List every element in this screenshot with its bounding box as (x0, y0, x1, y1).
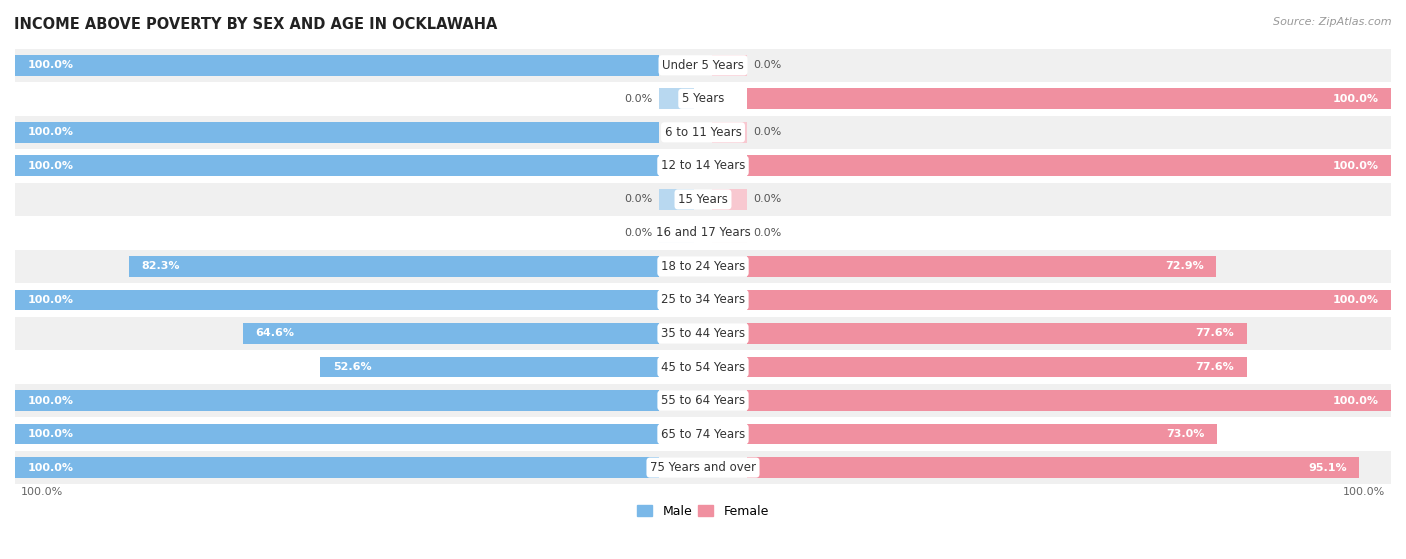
Text: 6 to 11 Years: 6 to 11 Years (665, 126, 741, 139)
Text: 95.1%: 95.1% (1309, 463, 1347, 472)
Bar (15, 283, 1391, 317)
Text: Source: ZipAtlas.com: Source: ZipAtlas.com (1274, 17, 1392, 27)
Text: 100.0%: 100.0% (28, 127, 73, 138)
Text: 25 to 34 Years: 25 to 34 Years (661, 293, 745, 306)
Bar (15, 155, 659, 176)
Bar (747, 88, 1391, 109)
Text: 100.0%: 100.0% (28, 161, 73, 171)
Bar (15, 457, 659, 478)
Text: 100.0%: 100.0% (1333, 94, 1378, 104)
Text: 16 and 17 Years: 16 and 17 Years (655, 226, 751, 239)
Bar (15, 290, 659, 310)
Text: 100.0%: 100.0% (1333, 396, 1378, 405)
Bar (659, 88, 695, 109)
Bar (747, 323, 1247, 344)
Bar (15, 82, 1391, 116)
Bar (15, 424, 659, 444)
Bar (15, 122, 659, 143)
Bar (711, 55, 747, 75)
Bar (15, 317, 1391, 350)
Bar (129, 256, 659, 277)
Text: 12 to 14 Years: 12 to 14 Years (661, 159, 745, 172)
Text: 100.0%: 100.0% (1333, 295, 1378, 305)
Text: 55 to 64 Years: 55 to 64 Years (661, 394, 745, 407)
Text: 100.0%: 100.0% (28, 396, 73, 405)
Bar (659, 189, 695, 210)
Text: 100.0%: 100.0% (21, 487, 63, 497)
Bar (15, 216, 1391, 250)
Text: 0.0%: 0.0% (624, 228, 652, 238)
Text: 0.0%: 0.0% (754, 195, 782, 205)
Text: 0.0%: 0.0% (624, 94, 652, 104)
Text: 0.0%: 0.0% (624, 195, 652, 205)
Text: 72.9%: 72.9% (1166, 262, 1204, 272)
Legend: Male, Female: Male, Female (633, 500, 773, 523)
Text: 18 to 24 Years: 18 to 24 Years (661, 260, 745, 273)
Text: INCOME ABOVE POVERTY BY SEX AND AGE IN OCKLAWAHA: INCOME ABOVE POVERTY BY SEX AND AGE IN O… (14, 17, 498, 32)
Bar (711, 222, 747, 243)
Bar (711, 122, 747, 143)
Text: 73.0%: 73.0% (1166, 429, 1205, 439)
Bar (15, 55, 659, 75)
Bar (243, 323, 659, 344)
Bar (747, 290, 1391, 310)
Bar (15, 116, 1391, 149)
Text: 52.6%: 52.6% (333, 362, 371, 372)
Text: Under 5 Years: Under 5 Years (662, 59, 744, 72)
Text: 0.0%: 0.0% (754, 228, 782, 238)
Bar (15, 149, 1391, 183)
Bar (747, 457, 1360, 478)
Text: 64.6%: 64.6% (256, 329, 295, 339)
Bar (15, 49, 1391, 82)
Bar (15, 418, 1391, 451)
Text: 100.0%: 100.0% (28, 463, 73, 472)
Text: 0.0%: 0.0% (754, 127, 782, 138)
Bar (747, 357, 1247, 377)
Bar (747, 155, 1391, 176)
Text: 100.0%: 100.0% (1343, 487, 1385, 497)
Bar (15, 350, 1391, 384)
Text: 5 Years: 5 Years (682, 92, 724, 105)
Bar (321, 357, 659, 377)
Text: 45 to 54 Years: 45 to 54 Years (661, 361, 745, 373)
Text: 35 to 44 Years: 35 to 44 Years (661, 327, 745, 340)
Text: 77.6%: 77.6% (1195, 329, 1234, 339)
Bar (747, 424, 1218, 444)
Bar (659, 222, 695, 243)
Bar (747, 256, 1216, 277)
Text: 100.0%: 100.0% (1333, 161, 1378, 171)
Text: 0.0%: 0.0% (754, 60, 782, 70)
Text: 15 Years: 15 Years (678, 193, 728, 206)
Text: 100.0%: 100.0% (28, 295, 73, 305)
Bar (15, 183, 1391, 216)
Bar (711, 189, 747, 210)
Text: 82.3%: 82.3% (142, 262, 180, 272)
Text: 100.0%: 100.0% (28, 429, 73, 439)
Text: 65 to 74 Years: 65 to 74 Years (661, 428, 745, 440)
Bar (15, 384, 1391, 418)
Bar (15, 451, 1391, 484)
Bar (15, 390, 659, 411)
Bar (15, 250, 1391, 283)
Text: 100.0%: 100.0% (28, 60, 73, 70)
Bar (747, 390, 1391, 411)
Text: 77.6%: 77.6% (1195, 362, 1234, 372)
Text: 75 Years and over: 75 Years and over (650, 461, 756, 474)
